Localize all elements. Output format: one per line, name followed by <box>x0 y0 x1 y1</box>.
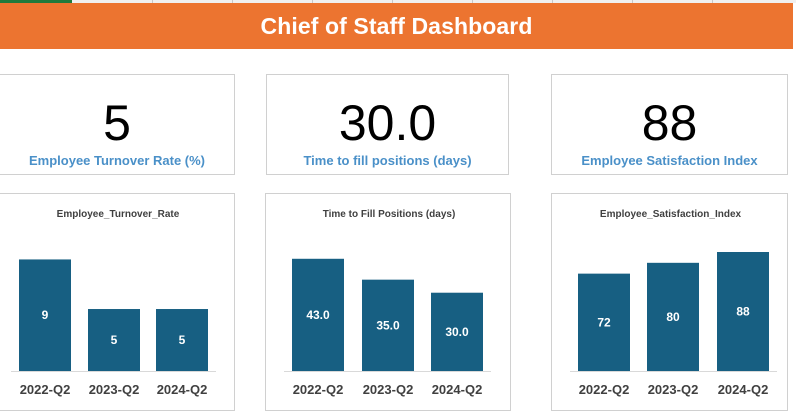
chart-title: Time to Fill Positions (days) <box>323 209 456 220</box>
chart-card-satisfaction[interactable]: Employee_Satisfaction_Index 72 2022-Q2 80 20… <box>551 193 788 411</box>
bar[interactable] <box>292 258 344 371</box>
bar[interactable] <box>717 252 769 371</box>
column-divider <box>552 0 553 3</box>
bar[interactable] <box>156 309 208 371</box>
data-label: 5 <box>179 333 186 347</box>
x-tick-label: 2024-Q2 <box>432 382 483 397</box>
kpi-value: 30.0 <box>338 95 437 151</box>
kpi-label: Employee Satisfaction Index <box>581 153 758 168</box>
column-divider <box>152 0 153 3</box>
x-tick-label: 2024-Q2 <box>157 382 208 397</box>
kpi-value: 88 <box>641 95 698 151</box>
kpi-card-turnover[interactable]: 5 Employee Turnover Rate (%) <box>0 74 235 175</box>
dashboard-title: Chief of Staff Dashboard <box>260 12 533 39</box>
x-tick-label: 2022-Q2 <box>20 382 71 397</box>
data-label: 30.0 <box>445 325 469 339</box>
column-divider <box>232 0 233 3</box>
x-tick-label: 2023-Q2 <box>648 382 699 397</box>
data-label: 72 <box>597 315 611 329</box>
kpi-label: Employee Turnover Rate (%) <box>28 153 206 168</box>
x-tick-label: 2022-Q2 <box>579 382 630 397</box>
chart-title: Employee_Turnover_Rate <box>57 209 180 220</box>
data-label: 80 <box>666 310 680 324</box>
bar[interactable] <box>362 279 414 371</box>
time-to-fill-bar-chart: Time to Fill Positions (days) 43.0 2022-Q2… <box>284 209 491 397</box>
kpi-label: Time to fill positions (days) <box>303 153 472 168</box>
title-banner: Chief of Staff Dashboard <box>0 3 793 49</box>
data-label: 43.0 <box>306 308 330 322</box>
data-label: 35.0 <box>376 318 400 332</box>
column-divider <box>312 0 313 3</box>
data-label: 9 <box>42 308 49 322</box>
bar[interactable] <box>19 259 71 371</box>
bar[interactable] <box>88 309 140 371</box>
chart-card-turnover[interactable]: Employee_Turnover_Rate 9 2022-Q2 5 2023-Q2 5 2… <box>0 193 235 411</box>
x-tick-label: 2023-Q2 <box>89 382 140 397</box>
bar[interactable] <box>578 273 630 371</box>
kpi-value: 5 <box>103 95 131 151</box>
chart-card-time-to-fill[interactable]: Time to Fill Positions (days) 43.0 2022-Q2… <box>265 193 511 411</box>
column-divider <box>712 0 713 3</box>
spreadsheet-header-strip <box>0 0 796 3</box>
data-label: 5 <box>111 333 118 347</box>
kpi-card-satisfaction[interactable]: 88 Employee Satisfaction Index <box>551 74 788 175</box>
x-tick-label: 2022-Q2 <box>293 382 344 397</box>
kpi-card-time-to-fill[interactable]: 30.0 Time to fill positions (days) <box>266 74 509 175</box>
column-divider <box>632 0 633 3</box>
bar[interactable] <box>647 262 699 371</box>
x-tick-label: 2024-Q2 <box>718 382 769 397</box>
column-divider <box>392 0 393 3</box>
data-label: 88 <box>736 305 750 319</box>
satisfaction-bar-chart: Employee_Satisfaction_Index 72 2022-Q2 80 20… <box>570 209 777 397</box>
bar[interactable] <box>431 292 483 371</box>
turnover-bar-chart: Employee_Turnover_Rate 9 2022-Q2 5 2023-Q2 5 2… <box>11 209 216 397</box>
selected-column-indicator <box>0 0 72 3</box>
column-divider <box>472 0 473 3</box>
x-tick-label: 2023-Q2 <box>363 382 414 397</box>
chart-title: Employee_Satisfaction_Index <box>600 209 742 220</box>
